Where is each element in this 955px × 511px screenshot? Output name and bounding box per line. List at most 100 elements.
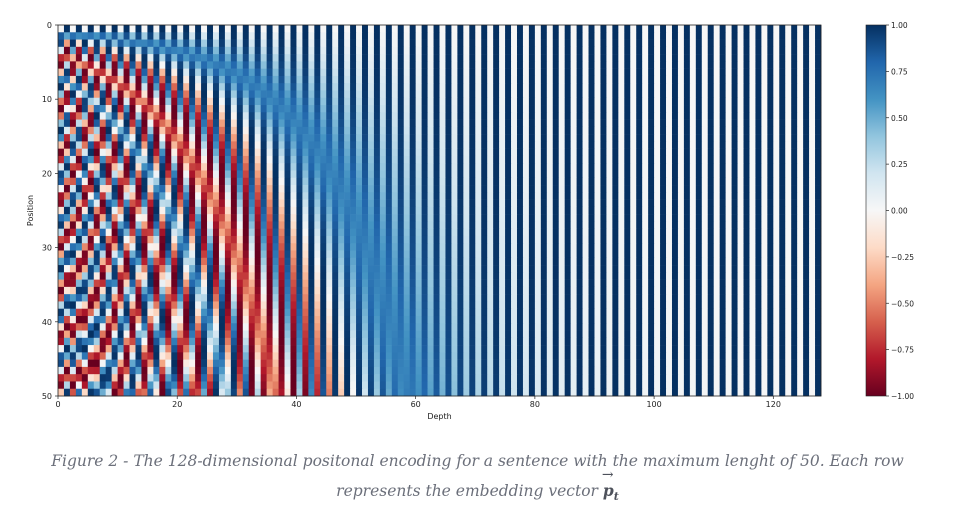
heatmap-cell [457, 97, 464, 106]
heatmap-cell [636, 163, 643, 171]
heatmap-cell [171, 141, 178, 149]
heatmap-cell [695, 155, 703, 164]
heatmap-cell [445, 61, 452, 69]
heatmap-cell [379, 170, 387, 179]
heatmap-cell [207, 83, 214, 91]
heatmap-cell [201, 155, 208, 164]
heatmap-cell [481, 163, 488, 171]
heatmap-cell [117, 294, 124, 302]
heatmap-cell [403, 112, 410, 120]
heatmap-cell [427, 134, 434, 142]
heatmap-cell [189, 265, 196, 273]
heatmap-cell [362, 112, 369, 120]
heatmap-cell [165, 228, 172, 237]
heatmap-cell [224, 294, 232, 302]
heatmap-cell [391, 272, 399, 280]
heatmap-cell [147, 141, 154, 149]
heatmap-cell [308, 112, 315, 120]
heatmap-cell [218, 170, 226, 179]
heatmap-cell [296, 112, 303, 120]
heatmap-cell [391, 68, 399, 77]
heatmap-cell [260, 112, 267, 120]
heatmap-cell [362, 301, 369, 309]
heatmap-cell [195, 214, 202, 222]
heatmap-cell [266, 163, 273, 171]
heatmap-cell [403, 163, 410, 171]
heatmap-cell [511, 25, 518, 33]
heatmap-cell [725, 272, 732, 280]
heatmap-cell [129, 170, 136, 179]
heatmap-cell [534, 46, 542, 55]
heatmap-cell [499, 199, 506, 208]
heatmap-cell [284, 97, 291, 106]
heatmap-cell [272, 134, 279, 142]
heatmap-cell [606, 32, 613, 40]
heatmap-cell [344, 75, 351, 84]
heatmap-cell [212, 235, 220, 244]
heatmap-cell [242, 170, 250, 179]
heatmap-cell [350, 83, 357, 91]
heatmap-cell [314, 250, 321, 259]
heatmap-cell [195, 105, 202, 113]
heatmap-cell [338, 206, 345, 215]
heatmap-cell [600, 214, 607, 222]
heatmap-cell [660, 68, 667, 77]
heatmap-cell [379, 214, 387, 222]
heatmap-cell [660, 141, 667, 149]
heatmap-cell [403, 97, 410, 106]
heatmap-cell [689, 243, 697, 251]
heatmap-cell [809, 214, 816, 222]
heatmap-cell [499, 25, 506, 33]
heatmap-cell [719, 199, 726, 208]
heatmap-cell [809, 25, 816, 33]
heatmap-cell [314, 199, 321, 208]
heatmap-cell [278, 141, 285, 149]
heatmap-cell [356, 155, 363, 164]
heatmap-cell [737, 163, 744, 171]
heatmap-cell [421, 68, 428, 77]
heatmap-cell [666, 221, 673, 229]
heatmap-cell [546, 228, 554, 237]
heatmap-cell [815, 199, 822, 208]
heatmap-cell [737, 265, 744, 273]
heatmap-cell [809, 119, 816, 128]
heatmap-cell [546, 250, 554, 259]
heatmap-cell [558, 134, 565, 142]
heatmap-cell [797, 68, 804, 77]
heatmap-cell [165, 235, 172, 244]
heatmap-cell [743, 83, 750, 91]
heatmap-cell [677, 228, 685, 237]
heatmap-cell [147, 185, 154, 193]
heatmap-cell [677, 243, 685, 251]
heatmap-cell [558, 177, 565, 186]
heatmap-cell [761, 170, 768, 179]
heatmap-cell [773, 243, 780, 251]
heatmap-cell [534, 75, 542, 84]
heatmap-cell [284, 199, 291, 208]
heatmap-cell [81, 228, 89, 237]
heatmap-cell [564, 257, 571, 266]
heatmap-cell [111, 243, 118, 251]
heatmap-cell [159, 141, 166, 149]
heatmap-cell [487, 134, 494, 142]
heatmap-cell [558, 119, 565, 128]
heatmap-cell [642, 61, 649, 69]
heatmap-cell [63, 148, 71, 157]
heatmap-cell [314, 163, 321, 171]
heatmap-cell [588, 32, 595, 40]
heatmap-cell [367, 68, 375, 77]
heatmap-cell [636, 279, 643, 288]
heatmap-cell [212, 32, 220, 40]
heatmap-cell [373, 54, 381, 62]
heatmap-cell [713, 228, 720, 237]
heatmap-cell [469, 301, 476, 309]
heatmap-cell [660, 46, 667, 55]
heatmap-cell [141, 105, 148, 113]
heatmap-cell [201, 243, 208, 251]
heatmap-cell [701, 75, 709, 84]
heatmap-cell [135, 192, 142, 200]
heatmap-cell [630, 177, 637, 186]
heatmap-cell [153, 163, 160, 171]
heatmap-cell [111, 235, 118, 244]
heatmap-cell [272, 243, 279, 251]
